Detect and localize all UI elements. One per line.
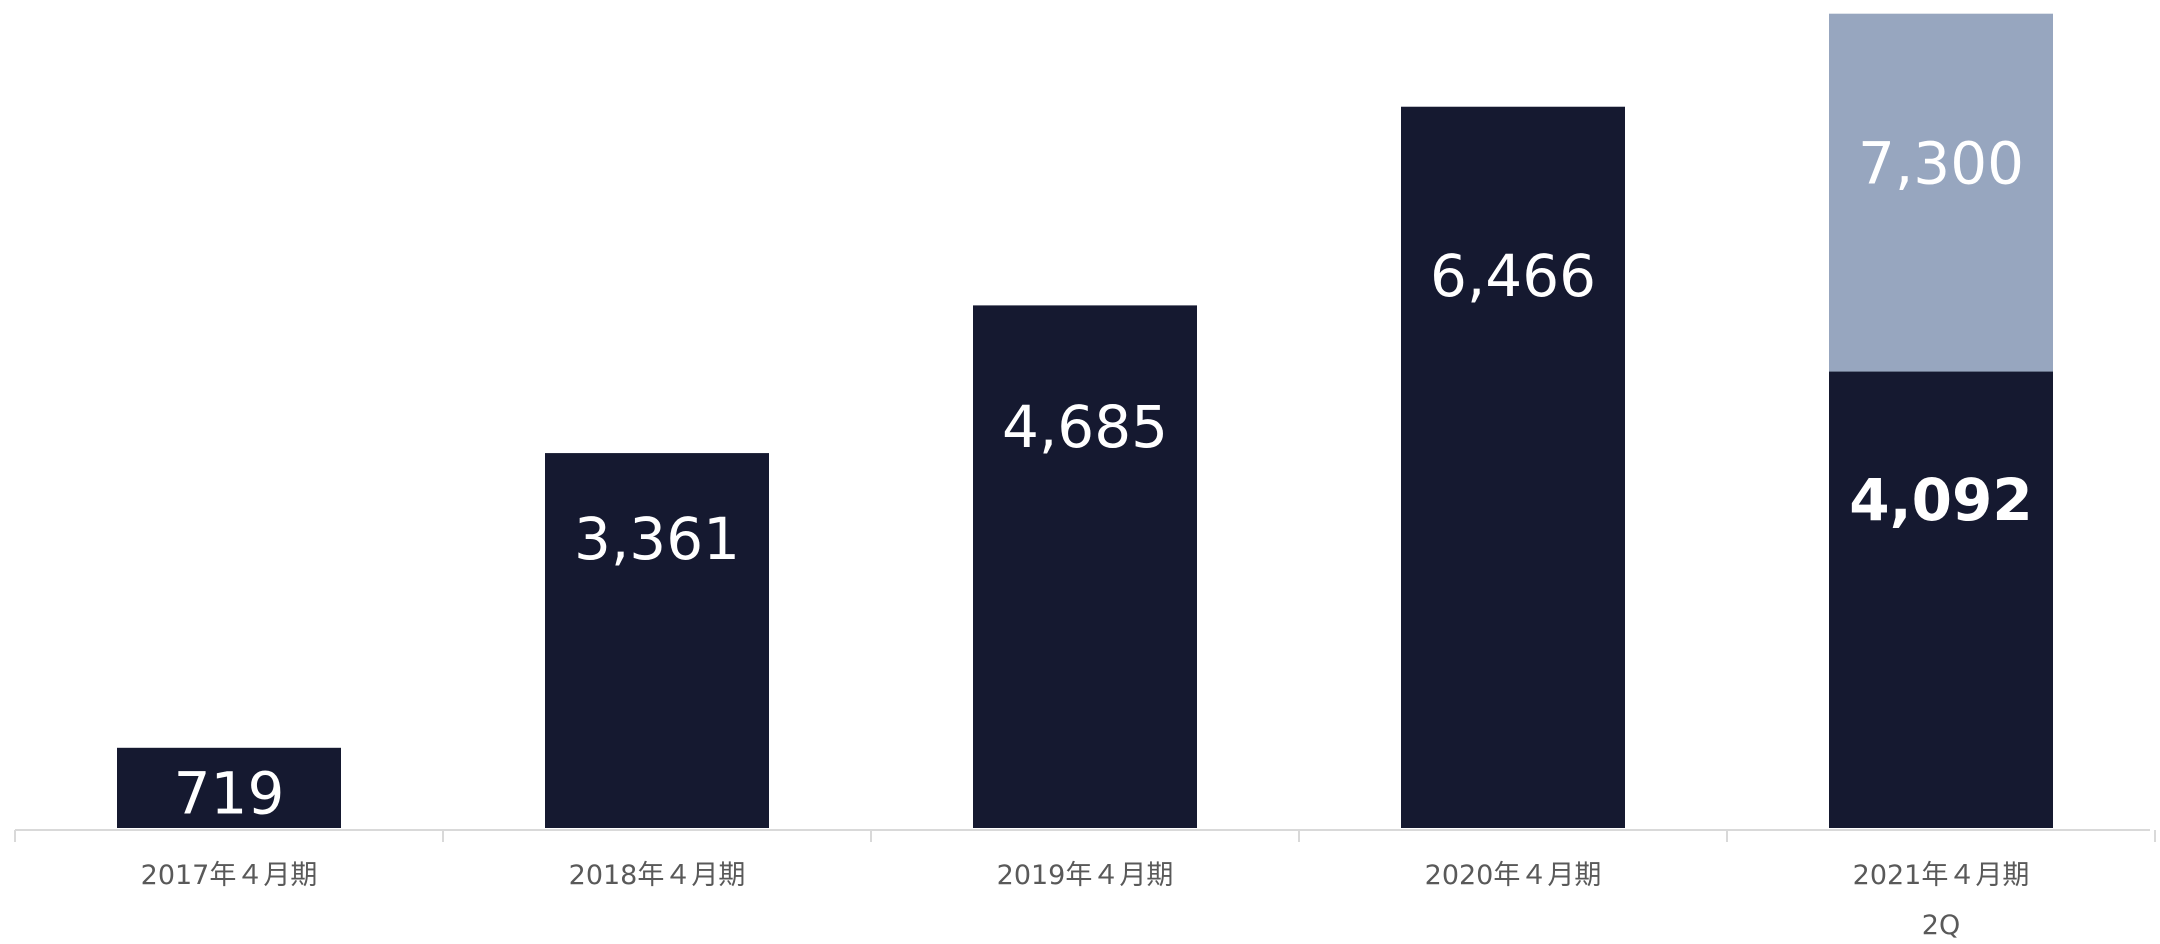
data-label-series0-2: 4,685 bbox=[1002, 393, 1168, 461]
bar-series0-0 bbox=[117, 747, 341, 828]
x-tick-label-2: 2019年４月期 bbox=[997, 860, 1174, 891]
x-tick-label-line-2-0: 2019年４月期 bbox=[997, 860, 1174, 891]
bar-series0-1 bbox=[545, 453, 769, 828]
bar-series0-3 bbox=[1401, 106, 1625, 828]
x-tick-label-4: 2021年４月期 2Q bbox=[1853, 860, 2030, 940]
x-tick-label-line-3-0: 2020年４月期 bbox=[1425, 860, 1602, 891]
data-label-series0-1: 3,361 bbox=[574, 505, 740, 573]
x-tick-label-line-0-0: 2017年４月期 bbox=[141, 860, 318, 891]
bar-series0-4 bbox=[1829, 371, 2053, 828]
bar-series0-2 bbox=[973, 305, 1197, 829]
x-tick-label-1: 2018年４月期 bbox=[569, 860, 746, 891]
data-label-series0-0: 719 bbox=[174, 760, 285, 828]
data-label-series0-4: 4,092 bbox=[1849, 466, 2032, 534]
x-tick-label-0: 2017年４月期 bbox=[141, 860, 318, 891]
x-tick-label-line-1-0: 2018年４月期 bbox=[569, 860, 746, 891]
x-tick-label-line-4-0: 2021年４月期 bbox=[1853, 860, 2030, 891]
data-label-series0-3: 6,466 bbox=[1430, 242, 1596, 310]
bar-series1-4 bbox=[1829, 13, 2053, 372]
data-label-series1-4: 7,300 bbox=[1858, 130, 2024, 198]
x-tick-label-3: 2020年４月期 bbox=[1425, 860, 1602, 891]
x-tick-label-line-4-1: 2Q bbox=[1922, 910, 1960, 940]
